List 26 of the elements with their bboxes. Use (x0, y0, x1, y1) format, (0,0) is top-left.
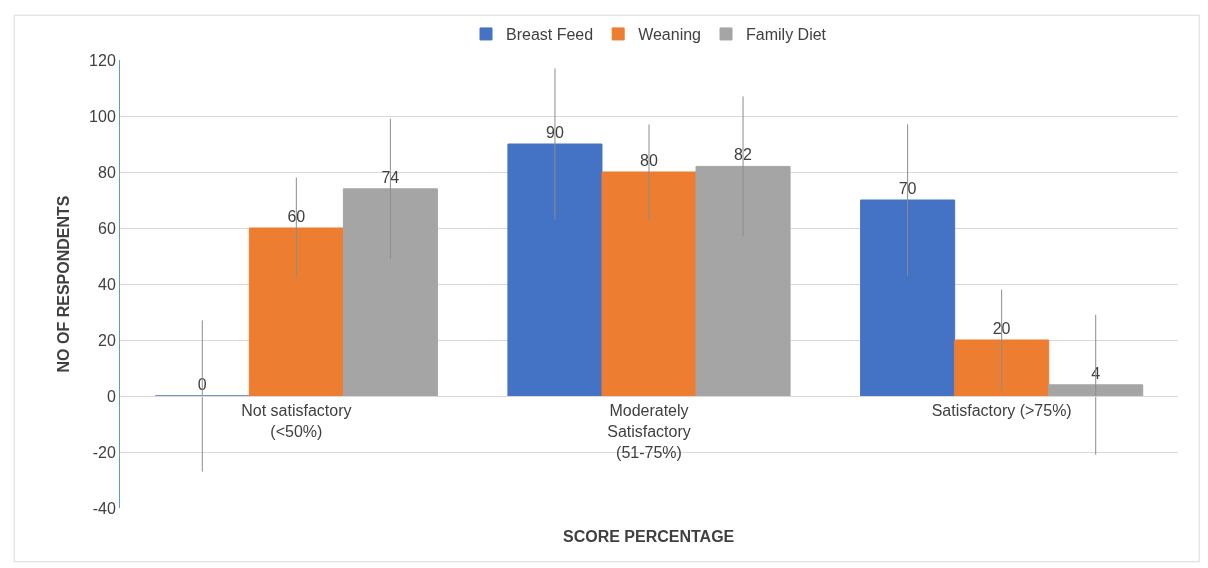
data-label: 80 (640, 152, 658, 169)
data-label: 0 (197, 376, 207, 393)
data-label: 4 (1091, 364, 1101, 382)
data-label: 82 (734, 146, 752, 164)
x-tick-label: Satisfactory (>75%) (931, 402, 1072, 420)
y-tick-label: 60 (98, 219, 116, 237)
legend-label: Weaning (638, 26, 702, 44)
data-label: 60 (287, 208, 306, 225)
data-label: 20 (992, 320, 1011, 337)
data-label: 90 (546, 124, 564, 141)
x-axis-title: SCORE PERCENTAGE (563, 528, 735, 545)
data-label: 74 (381, 168, 400, 186)
y-tick-label: 80 (98, 163, 116, 181)
y-tick-label: 120 (89, 51, 116, 69)
legend-label: Family Diet (746, 26, 827, 44)
y-axis-title: NO OF RESPONDENTS (55, 195, 72, 373)
legend-label: Breast Feed (506, 26, 594, 44)
y-tick-label: 100 (89, 107, 116, 125)
y-tick-label: 40 (98, 275, 116, 293)
x-tick-label: Not satisfactory (<50%) (241, 402, 352, 440)
y-tick-label: 20 (98, 331, 116, 349)
y-tick-label: -40 (92, 499, 116, 517)
y-tick-label: -20 (92, 443, 116, 461)
data-label: 70 (898, 180, 917, 197)
x-tick-label: Moderately Satisfactory (51-75%) (607, 402, 691, 461)
y-tick-label: 0 (106, 387, 116, 405)
